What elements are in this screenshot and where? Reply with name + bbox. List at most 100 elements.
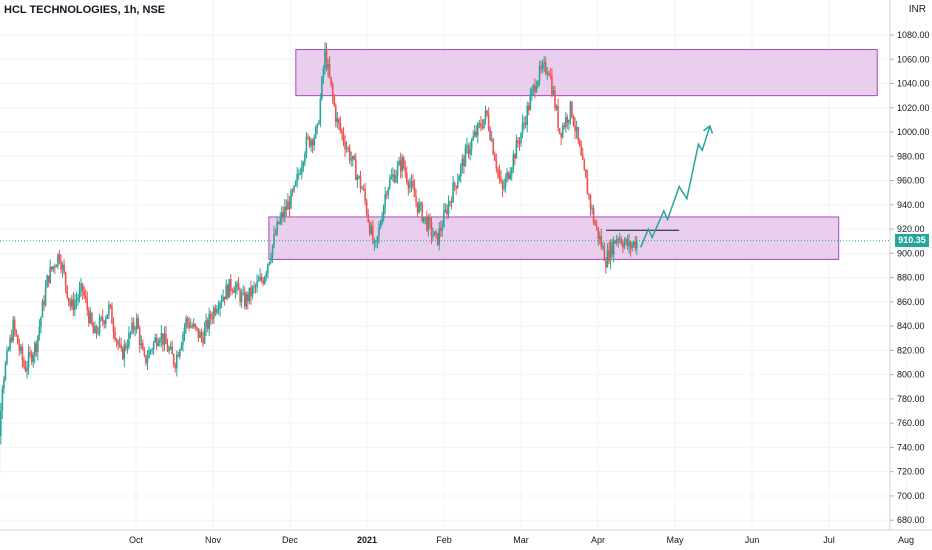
- resistance-zone: [295, 49, 878, 97]
- candle-body: [149, 350, 152, 352]
- candle-body: [341, 130, 343, 134]
- candle-body: [98, 318, 101, 333]
- candle-body: [172, 354, 175, 365]
- candle-body: [578, 140, 581, 147]
- candle-body: [35, 343, 38, 353]
- candle-body: [142, 343, 144, 350]
- candle-body: [347, 148, 349, 150]
- candle-body: [500, 177, 502, 182]
- candle-body: [6, 350, 8, 364]
- candle-body: [154, 337, 156, 343]
- candle-body: [514, 154, 516, 159]
- candle-body: [72, 299, 75, 311]
- candle-body: [532, 85, 535, 90]
- candle-body: [605, 260, 607, 268]
- candle-body: [49, 266, 52, 283]
- candle-body: [296, 174, 298, 182]
- candle-body: [271, 245, 274, 258]
- candle-body: [86, 298, 89, 311]
- candle-body: [50, 266, 53, 270]
- candle-body: [429, 217, 431, 222]
- candle-body: [77, 298, 79, 300]
- candle-body: [97, 332, 99, 334]
- candle-body: [279, 217, 282, 224]
- candle-body: [123, 344, 126, 360]
- candle-body: [564, 117, 567, 128]
- candle-body: [205, 320, 207, 329]
- candle-body: [81, 283, 84, 292]
- y-tick-label: 980.00: [897, 151, 925, 161]
- candle-body: [467, 145, 470, 155]
- candle-body: [222, 296, 224, 302]
- candle-body: [526, 106, 528, 125]
- candle-body: [121, 348, 124, 360]
- candle-body: [436, 232, 439, 245]
- candle-body: [84, 295, 87, 299]
- candle-body: [64, 272, 67, 286]
- candle-body: [313, 137, 315, 146]
- y-tick-label: 720.00: [897, 467, 925, 477]
- candle-body: [523, 122, 525, 124]
- candle-body: [196, 326, 198, 329]
- candle-body: [220, 301, 223, 303]
- candle-body: [274, 233, 277, 235]
- candle-body: [251, 286, 254, 297]
- candle-body: [572, 116, 575, 126]
- time-axis[interactable]: Oct Nov Dec 2021 Feb Mar Apr May Jun Jul Aug: [129, 535, 914, 545]
- candle-body: [263, 276, 266, 284]
- y-tick-label: 740.00: [897, 442, 925, 452]
- candle-body: [421, 203, 424, 222]
- candle-body: [276, 221, 278, 235]
- candle-body: [128, 332, 130, 347]
- y-tick-label: 1020.00: [897, 103, 930, 113]
- candle-body: [527, 106, 530, 110]
- candle-body: [410, 181, 413, 185]
- candle-body: [432, 235, 434, 237]
- candle-body: [464, 147, 467, 167]
- annotations: [0, 124, 890, 248]
- candle-body: [83, 291, 85, 296]
- price-axis[interactable]: 680.00 700.00 720.00 740.00 760.00 780.00 800.…: [890, 30, 930, 525]
- candle-body: [597, 227, 600, 239]
- candle-body: [310, 140, 312, 147]
- candle-body: [165, 333, 167, 344]
- candle-body: [342, 133, 345, 142]
- y-tick-label: 920.00: [897, 224, 925, 234]
- candle-body: [589, 195, 592, 209]
- y-tick-label: 680.00: [897, 515, 925, 525]
- candle-body: [379, 223, 382, 228]
- candle-body: [435, 231, 437, 233]
- candle-body: [334, 105, 337, 122]
- candle-body: [162, 333, 164, 345]
- candle-body: [157, 342, 160, 346]
- candle-body: [625, 238, 627, 243]
- candle-body: [480, 123, 482, 128]
- candle-body: [493, 154, 496, 161]
- candle-body: [381, 219, 383, 224]
- candle-body: [175, 354, 178, 369]
- candle-body: [287, 201, 289, 210]
- candle-body: [33, 343, 36, 356]
- y-tick-label: 860.00: [897, 297, 925, 307]
- candle-body: [336, 118, 339, 122]
- candle-body: [626, 238, 629, 247]
- candle-body: [253, 285, 255, 287]
- candle-body: [546, 72, 549, 74]
- candle-body: [557, 106, 559, 128]
- candle-body: [101, 317, 104, 322]
- candle-body: [29, 352, 31, 354]
- candle-body: [234, 287, 237, 293]
- candle-body: [504, 178, 507, 187]
- candle-body: [384, 194, 386, 206]
- candle-body: [623, 242, 626, 248]
- candle-body: [284, 206, 286, 217]
- candle-body: [636, 240, 638, 249]
- candle-body: [484, 110, 487, 120]
- candle-body: [186, 318, 189, 323]
- candle-body: [132, 322, 135, 330]
- candle-body: [66, 285, 68, 298]
- candle-body: [231, 290, 234, 292]
- candle-body: [26, 367, 28, 372]
- candle-body: [191, 325, 194, 328]
